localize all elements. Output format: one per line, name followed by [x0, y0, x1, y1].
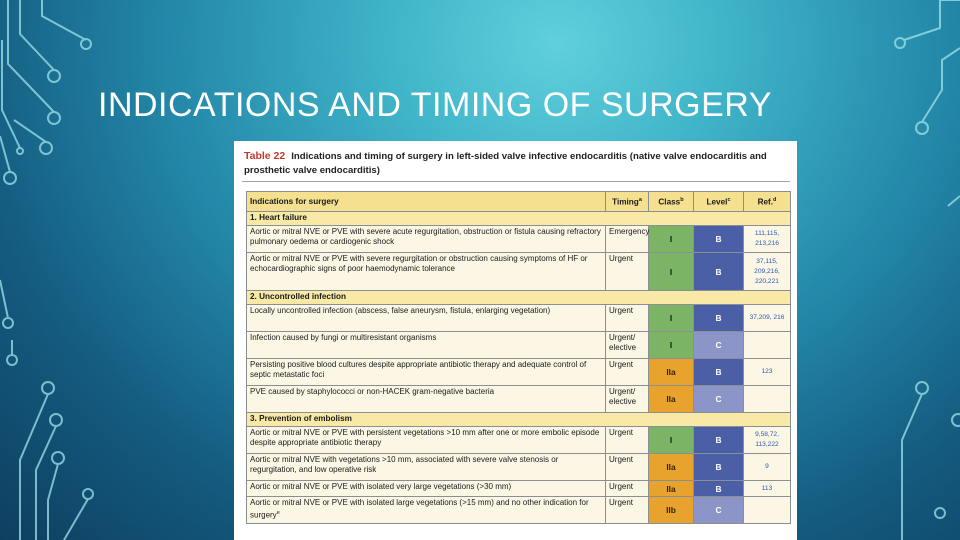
table-number: Table 22 — [244, 150, 286, 162]
indication-cell: Aortic or mitral NVE or PVE with isolate… — [246, 480, 606, 497]
timing-cell: Urgent/ elective — [605, 331, 649, 359]
timing-cell: Urgent — [605, 252, 649, 291]
timing-cell: Urgent/ elective — [605, 385, 649, 413]
class-badge: IIb — [648, 496, 694, 524]
section-title: 1. Heart failure — [246, 211, 791, 226]
indication-cell: Locally uncontrolled infection (abscess,… — [246, 304, 606, 332]
timing-cell: Urgent — [605, 304, 649, 332]
level-badge: B — [693, 252, 744, 291]
class-badge: IIa — [648, 385, 694, 413]
header-timing: Timinga — [605, 191, 649, 212]
section-title: 3. Prevention of embolism — [246, 412, 791, 427]
section-header-row: 2. Uncontrolled infection — [246, 290, 791, 305]
table-row: Aortic or mitral NVE with vegetations >1… — [246, 453, 791, 481]
class-badge: I — [648, 304, 694, 332]
caption-rule — [242, 181, 790, 182]
table-row: Aortic or mitral NVE or PVE with severe … — [246, 252, 791, 291]
indication-cell: Aortic or mitral NVE or PVE with persist… — [246, 426, 606, 454]
table-row: Aortic or mitral NVE or PVE with isolate… — [246, 496, 791, 524]
table-row: Persisting positive blood cultures despi… — [246, 358, 791, 386]
class-badge: I — [648, 426, 694, 454]
indication-cell: Infection caused by fungi or multiresist… — [246, 331, 606, 359]
timing-cell: Urgent — [605, 358, 649, 386]
section-title: 2. Uncontrolled infection — [246, 290, 791, 305]
ref-cell: 37,115, 209,216, 220,221 — [743, 252, 791, 291]
timing-cell: Urgent — [605, 496, 649, 524]
level-badge: B — [693, 225, 744, 253]
header-indication: Indications for surgery — [246, 191, 606, 212]
level-badge: B — [693, 453, 744, 481]
table-row: Aortic or mitral NVE or PVE with isolate… — [246, 480, 791, 497]
header-ref: Ref.d — [743, 191, 791, 212]
header-class: Classb — [648, 191, 694, 212]
section-header-row: 3. Prevention of embolism — [246, 412, 791, 427]
table-row: Infection caused by fungi or multiresist… — [246, 331, 791, 359]
table-caption: Table 22 Indications and timing of surger… — [244, 149, 789, 178]
level-badge: C — [693, 385, 744, 413]
guideline-table-image: Table 22 Indications and timing of surger… — [234, 141, 797, 540]
indication-cell: Aortic or mitral NVE or PVE with isolate… — [246, 496, 606, 524]
level-badge: B — [693, 480, 744, 497]
level-badge: B — [693, 358, 744, 386]
table-row: Aortic or mitral NVE or PVE with persist… — [246, 426, 791, 454]
ref-cell — [743, 496, 791, 524]
table-header-row: Indications for surgery Timinga Classb L… — [246, 191, 791, 212]
table-caption-text: Indications and timing of surgery in lef… — [244, 151, 767, 176]
timing-cell: Urgent — [605, 453, 649, 481]
class-badge: I — [648, 252, 694, 291]
level-badge: B — [693, 426, 744, 454]
ref-cell: 9,58,72, 113,222 — [743, 426, 791, 454]
indication-cell: PVE caused by staphylococci or non-HACEK… — [246, 385, 606, 413]
class-badge: I — [648, 331, 694, 359]
ref-cell: 111,115, 213,216 — [743, 225, 791, 253]
indication-cell: Persisting positive blood cultures despi… — [246, 358, 606, 386]
ref-cell — [743, 331, 791, 359]
timing-cell: Urgent — [605, 426, 649, 454]
class-badge: I — [648, 225, 694, 253]
timing-cell: Emergency — [605, 225, 649, 253]
class-badge: IIa — [648, 480, 694, 497]
indication-cell: Aortic or mitral NVE with vegetations >1… — [246, 453, 606, 481]
level-badge: B — [693, 304, 744, 332]
level-badge: C — [693, 331, 744, 359]
ref-cell: 123 — [743, 358, 791, 386]
class-badge: IIa — [648, 358, 694, 386]
indication-cell: Aortic or mitral NVE or PVE with severe … — [246, 252, 606, 291]
header-level: Levelc — [693, 191, 744, 212]
ref-cell: 37,209, 216 — [743, 304, 791, 332]
section-header-row: 1. Heart failure — [246, 211, 791, 226]
ref-cell: 113 — [743, 480, 791, 497]
indications-table: Indications for surgery Timinga Classb L… — [246, 191, 791, 524]
table-row: PVE caused by staphylococci or non-HACEK… — [246, 385, 791, 413]
ref-cell — [743, 385, 791, 413]
level-badge: C — [693, 496, 744, 524]
ref-cell: 9 — [743, 453, 791, 481]
class-badge: IIa — [648, 453, 694, 481]
slide-title: INDICATIONS AND TIMING OF SURGERY — [98, 86, 772, 124]
table-row: Aortic or mitral NVE or PVE with severe … — [246, 225, 791, 253]
indication-cell: Aortic or mitral NVE or PVE with severe … — [246, 225, 606, 253]
timing-cell: Urgent — [605, 480, 649, 497]
table-row: Locally uncontrolled infection (abscess,… — [246, 304, 791, 332]
